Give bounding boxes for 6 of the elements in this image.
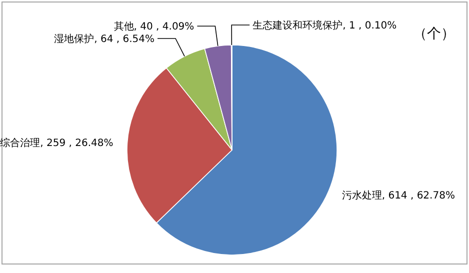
text: （个）: [413, 26, 455, 42]
slice-label: 综合治理, 259 , 26.48%: [0, 137, 114, 150]
slice-label: 其他, 40 , 4.09%: [114, 20, 194, 33]
slice-label: 污水处理, 614 , 62.78%: [342, 189, 455, 202]
slice-label: 湿地保护, 64 , 6.54%: [54, 32, 154, 45]
slice-label: 生态建设和环境保护, 1 , 0.10%: [252, 20, 397, 32]
